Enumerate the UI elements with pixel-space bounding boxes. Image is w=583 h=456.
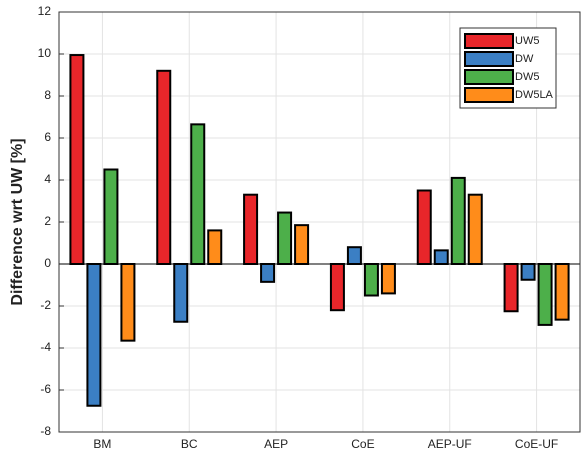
y-tick-label: 6 — [44, 130, 51, 144]
legend-label: DW5LA — [515, 89, 554, 101]
bar — [243, 193, 259, 265]
bar — [86, 263, 102, 407]
bar — [520, 263, 536, 281]
y-tick-label: -8 — [40, 424, 51, 438]
legend-swatch — [464, 33, 514, 49]
x-tick-label: BC — [181, 437, 198, 451]
y-tick-label: 10 — [38, 46, 52, 60]
y-tick-label: 0 — [44, 256, 51, 270]
bar — [329, 263, 345, 312]
legend-swatch — [464, 69, 514, 85]
legend-label: DW5 — [515, 71, 539, 83]
legend-label: UW5 — [515, 35, 539, 47]
x-tick-label: CoE — [351, 437, 374, 451]
y-axis-label: Difference wrt UW [%] — [9, 138, 26, 305]
bar — [503, 263, 519, 313]
x-tick-label: BM — [93, 437, 111, 451]
bar — [120, 263, 136, 342]
bar — [173, 263, 189, 323]
plot-frame — [58, 11, 581, 433]
bar — [260, 263, 276, 283]
legend-swatch — [464, 87, 514, 103]
x-tick-label: AEP-UF — [428, 437, 472, 451]
y-tick-label: 4 — [44, 172, 51, 186]
bar — [156, 69, 172, 265]
legend-label: DW — [515, 53, 534, 65]
bar — [207, 229, 223, 265]
bar — [450, 176, 466, 265]
bar — [69, 54, 85, 265]
legend-swatch — [464, 51, 514, 67]
bar — [363, 263, 379, 297]
y-tick-label: -6 — [40, 382, 51, 396]
y-tick-label: 8 — [44, 88, 51, 102]
y-tick-label: 2 — [44, 214, 51, 228]
bar — [103, 168, 119, 265]
bar — [277, 211, 293, 266]
bar — [433, 249, 449, 266]
bar — [467, 193, 483, 265]
x-tick-label: CoE-UF — [515, 437, 558, 451]
bar — [416, 189, 432, 265]
y-tick-label: 12 — [38, 4, 52, 18]
bar — [380, 263, 396, 295]
bar — [537, 263, 553, 326]
y-tick-label: -2 — [40, 298, 51, 312]
bar — [346, 246, 362, 265]
y-tick-label: -4 — [40, 340, 51, 354]
x-tick-label: AEP — [264, 437, 288, 451]
bar — [190, 123, 206, 265]
bar — [554, 263, 570, 321]
bar — [294, 224, 310, 265]
